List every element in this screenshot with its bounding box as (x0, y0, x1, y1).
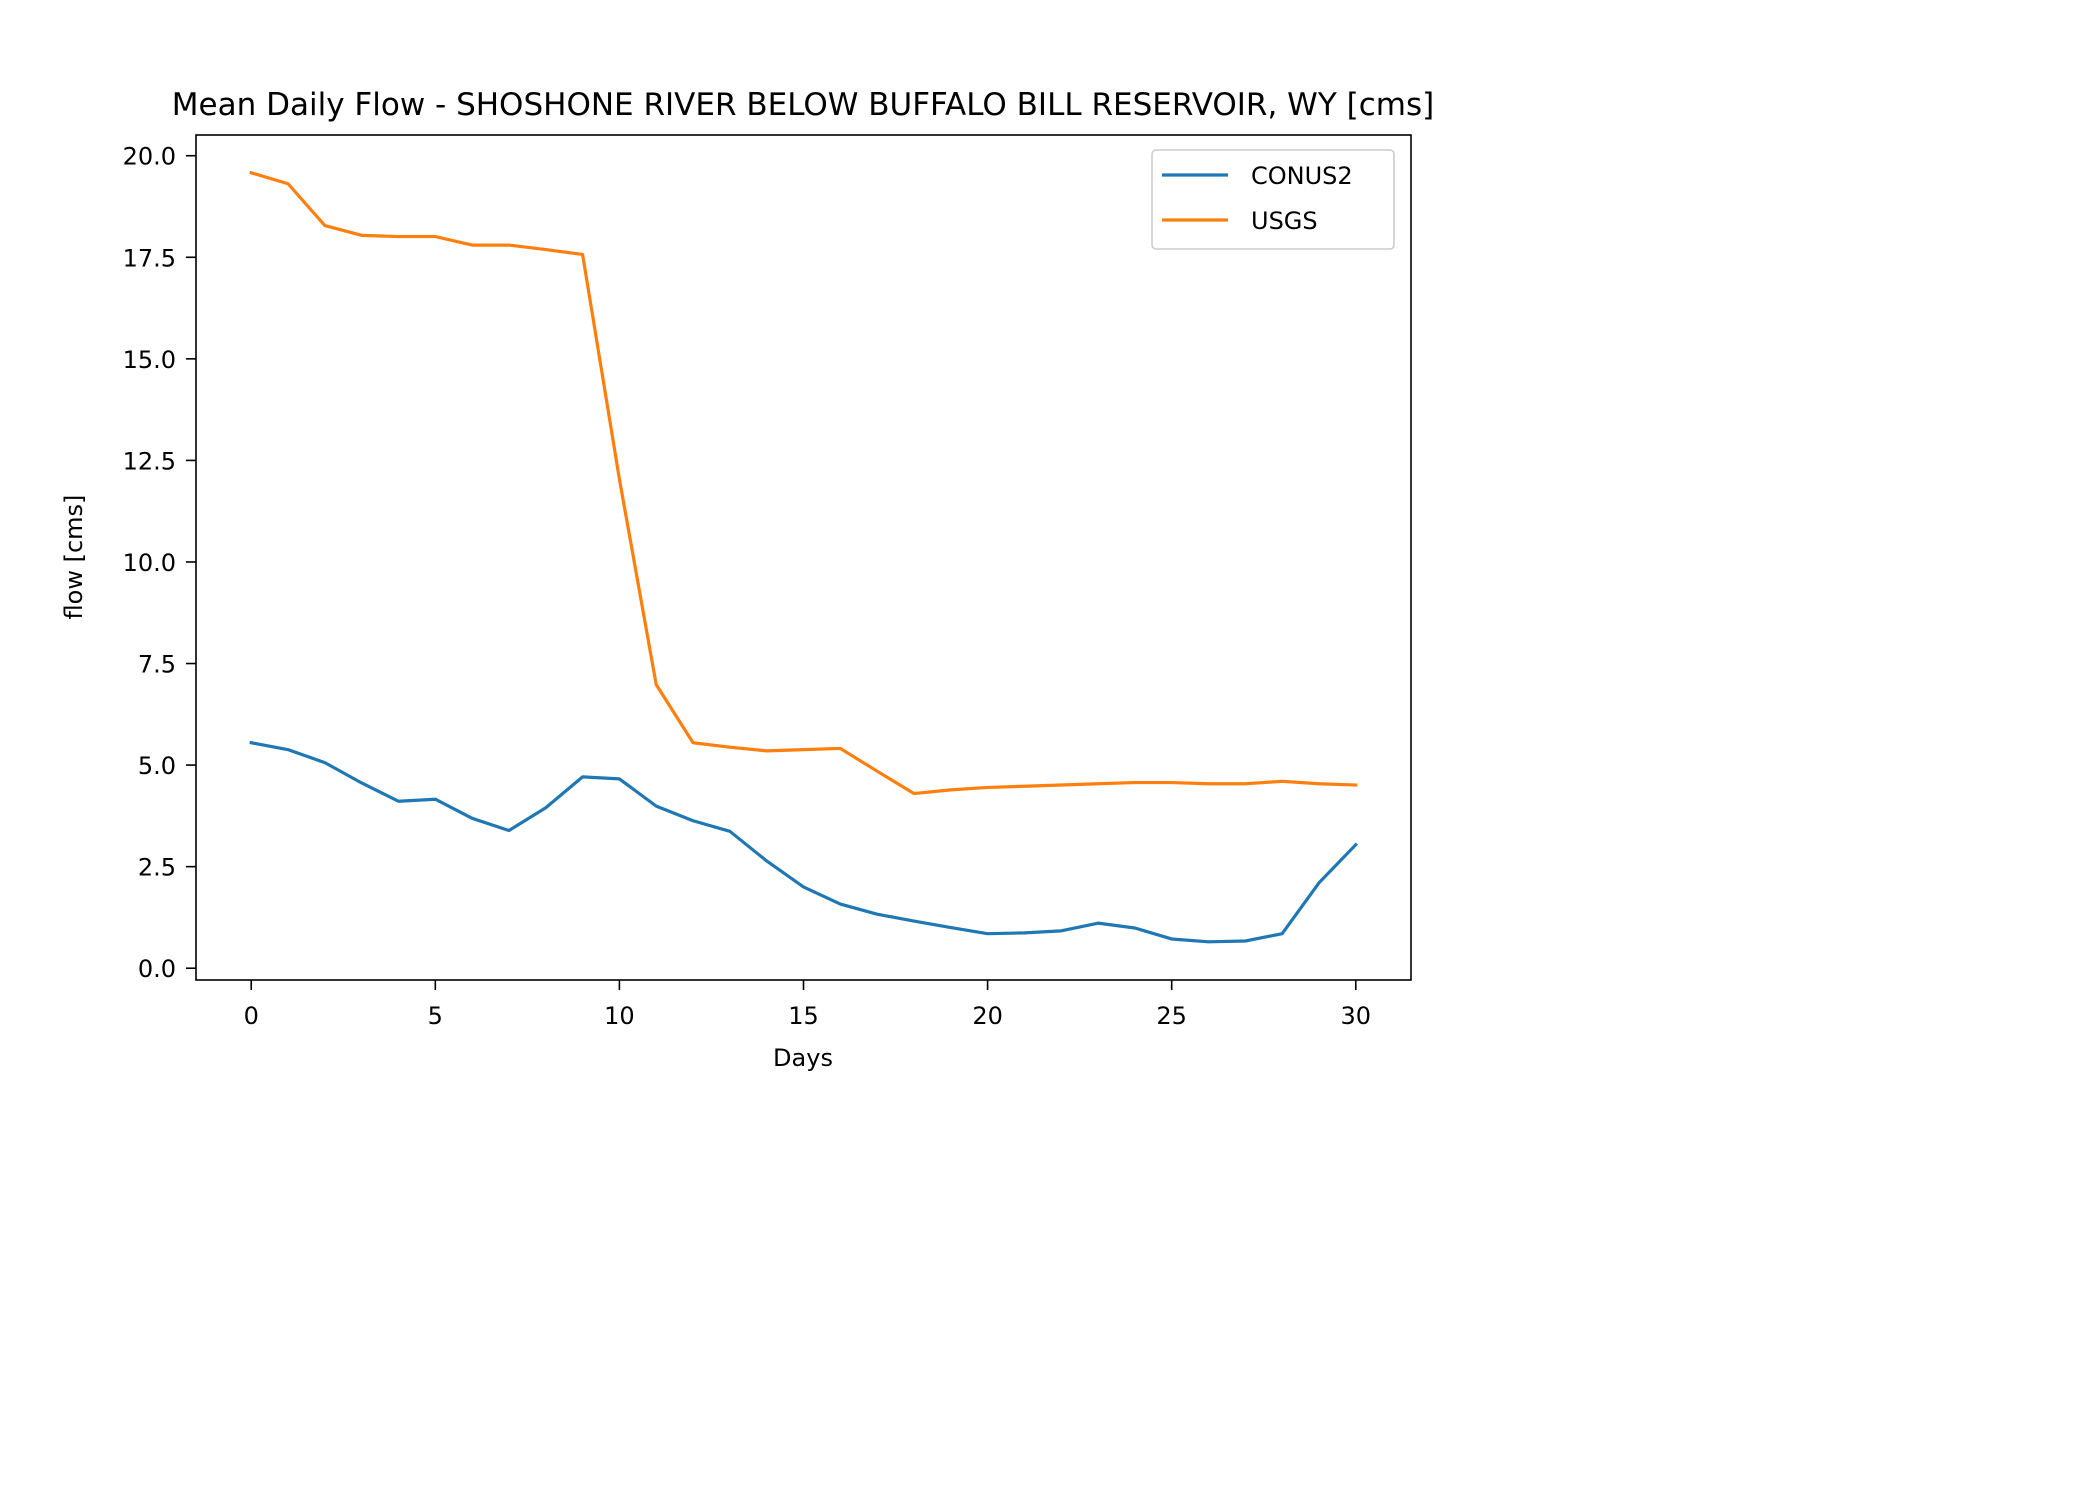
plot-area (196, 135, 1411, 980)
y-tick-label: 12.5 (123, 447, 176, 475)
y-tick-label: 15.0 (123, 346, 176, 374)
line-chart: Mean Daily Flow - SHOSHONE RIVER BELOW B… (60, 87, 1435, 1072)
chart-title: Mean Daily Flow - SHOSHONE RIVER BELOW B… (172, 87, 1434, 123)
y-tick-label: 0.0 (138, 955, 176, 983)
x-tick-label: 30 (1340, 1002, 1371, 1030)
series-layer (249, 170, 1359, 944)
chart: Mean Daily Flow - SHOSHONE RIVER BELOW B… (60, 87, 1435, 1072)
y-axis-label: flow [cms] (60, 495, 88, 620)
y-tick-label: 10.0 (123, 549, 176, 577)
series-line-usgs (249, 170, 1358, 796)
legend: CONUS2 USGS (1151, 149, 1395, 250)
x-axis-label: Days (773, 1044, 833, 1072)
x-axis: 0 5 10 15 20 25 30 (244, 980, 1371, 1030)
x-tick-label: 0 (244, 1002, 259, 1030)
series-line-conus2 (249, 740, 1359, 944)
y-tick-label: 7.5 (138, 651, 176, 679)
y-tick-label: 2.5 (138, 854, 176, 882)
y-tick-label: 20.0 (123, 143, 176, 171)
x-tick-label: 15 (788, 1002, 819, 1030)
y-tick-label: 5.0 (138, 752, 176, 780)
y-tick-label: 17.5 (123, 244, 176, 272)
legend-label-usgs: USGS (1251, 207, 1318, 235)
x-tick-label: 10 (604, 1002, 635, 1030)
y-axis: 0.0 2.5 5.0 7.5 10.0 12.5 15.0 17.5 20.0 (123, 143, 196, 983)
x-tick-label: 5 (428, 1002, 443, 1030)
legend-label-conus2: CONUS2 (1251, 162, 1353, 190)
x-tick-label: 20 (972, 1002, 1003, 1030)
x-tick-label: 25 (1156, 1002, 1187, 1030)
